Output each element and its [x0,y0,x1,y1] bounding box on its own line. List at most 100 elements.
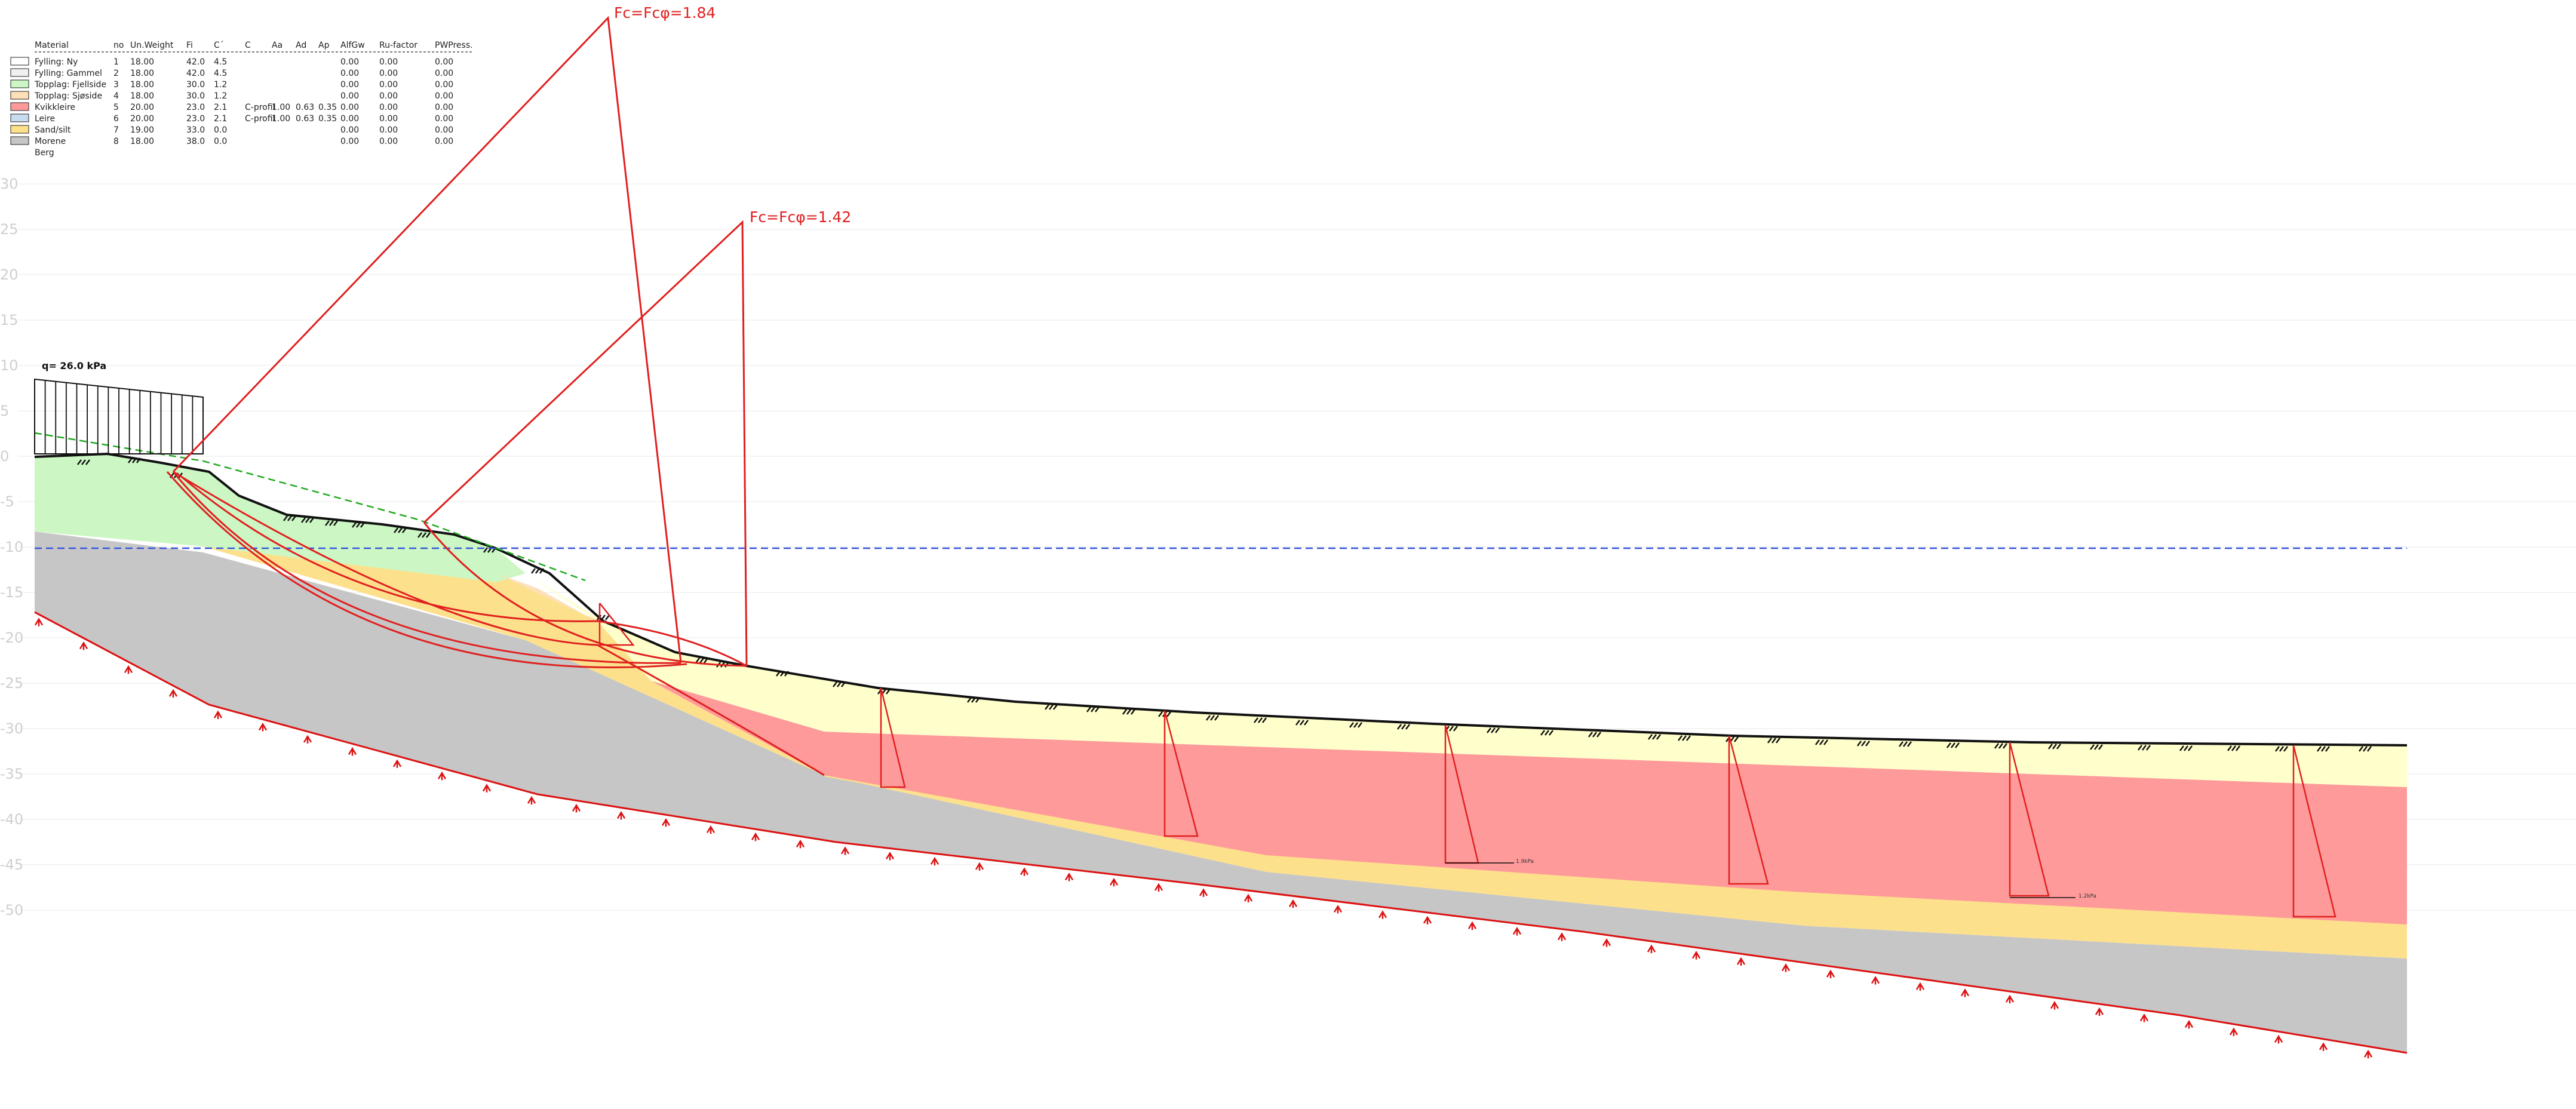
fc-line-2 [423,220,748,666]
legend-cell: 0.63 [296,103,314,112]
surface-hatch [2236,745,2240,751]
slip-surfaces [166,16,825,776]
surface-hatch [2098,744,2103,750]
bedrock-mark [751,832,760,841]
surface-hatch [287,515,292,521]
legend-cell: 0.00 [379,69,398,78]
bedrock-mark [2363,1049,2373,1059]
y-tick-label: -45 [0,856,23,873]
surface-hatch [1449,726,1454,732]
surface-hatch [2090,744,2095,750]
legend-cell: 1.2 [214,80,227,90]
legend-cell: 23.0 [186,103,205,112]
strength-profile [2009,742,2050,897]
surface-hatch [837,681,842,687]
bedrock-mark [2095,1007,2104,1016]
surface-hatch [1946,742,1951,748]
surface-hatch [1588,732,1593,738]
strength-profile [2292,745,2336,918]
surface-hatches [77,457,2372,752]
legend-cell: 7 [113,125,119,135]
legend-cell: 19.00 [130,125,154,135]
surface-hatch [539,568,544,574]
legend-cell: Sand/silt [35,125,71,135]
bedrock-mark [616,810,626,820]
surface-hatch [695,658,700,663]
legend-cell: 0.00 [435,57,453,67]
safety-factor-label-1: Fc=Fcφ=1.84 [614,4,716,21]
surface-hatch [132,457,137,463]
surface-hatch [483,547,488,553]
legend-cell: 0.00 [340,114,359,124]
y-tick-label: -15 [0,584,23,601]
surface-hatch [305,517,310,523]
surface-hatch [2003,743,2007,749]
y-tick-label: 25 [0,221,19,238]
surface-hatch [2325,746,2330,752]
surface-hatch [283,515,288,521]
surface-hatch [426,532,431,538]
surface-hatch [1682,735,1687,741]
bedrock-mark [1109,877,1119,887]
legend-cell: 6 [113,114,119,124]
surface-hatch [1166,711,1171,717]
surface-hatch [1401,724,1406,730]
legend-cell: 0.00 [435,80,453,90]
surface-hatch [1549,730,1553,736]
bedrock-mark [2184,1020,2194,1029]
surface-hatch [605,615,610,620]
legend-cell: 30.0 [186,91,205,101]
surface-hatch [1254,717,1258,723]
legend-cell: 0.00 [379,91,398,101]
bedrock-mark [527,795,536,805]
legend-cell: 42.0 [186,57,205,67]
legend-cell: 30.0 [186,80,205,90]
legend-cell: Kvikkleire [35,103,75,112]
surface-hatch [1865,741,1870,746]
bedrock-mark [1423,916,1432,924]
bedrock-mark [392,759,402,768]
surface-hatch [356,522,361,528]
surface-hatch [2188,745,2193,751]
legend-header: C [245,41,251,50]
surface-hatch [1397,724,1402,730]
legend-header: Ad [296,41,306,50]
bedrock-mark [1557,932,1567,941]
surface-hatch [2056,744,2061,749]
legend-cell: Topplag: Sjøside [34,91,102,101]
load-label: q= 26.0 kPa [42,360,106,371]
bedrock-mark [930,856,939,866]
legend-cell: 0.00 [340,57,359,67]
legend-cell: 18.00 [130,137,154,146]
surface-hatch [1545,730,1549,736]
legend-cell: Morene [35,137,66,146]
bedrock-mark [1020,867,1029,876]
legend-cell: 0.00 [435,103,453,112]
surface-hatch [1214,715,1219,721]
surface-hatch [2275,746,2280,752]
surface-hatch [2231,745,2236,751]
y-tick-label: -50 [0,902,23,918]
y-tick-label: -30 [0,720,23,737]
legend-cell: 0.63 [296,114,314,124]
bedrock-mark [303,735,312,744]
surface-hatch [417,532,422,538]
legend-cell: 0.00 [340,69,359,78]
surface-hatch [1994,743,1999,749]
surface-hatch [2359,746,2363,752]
layer-sand-silt [203,552,2407,959]
surface-hatch [77,459,82,465]
surface-hatch [704,658,708,663]
legend-cell: 4.5 [214,69,227,78]
legend-cell: 0.00 [379,103,398,112]
bedrock-mark [2319,1042,2328,1051]
bedrock-mark [1960,988,1970,997]
ground-surface [34,452,2408,746]
legend-cell: 3 [113,80,119,90]
bedrock-line [34,611,2408,1054]
surface-hatch [1819,739,1824,745]
surface-hatch [329,520,334,526]
surface-hatch [2227,745,2232,751]
y-tick-label: -35 [0,766,23,782]
